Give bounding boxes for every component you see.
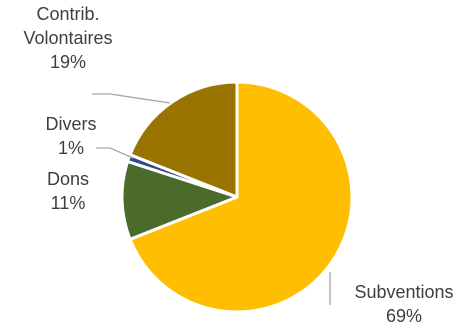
- pie-slice-dons: [120, 159, 239, 241]
- slice-name: Volontaires: [23, 28, 112, 48]
- leader-line: [92, 93, 171, 104]
- slice-name: Dons: [47, 169, 89, 189]
- slice-name: Subventions: [354, 282, 453, 302]
- leader-line: [96, 147, 134, 159]
- pie-slices: [120, 80, 354, 314]
- leader-lines: [92, 93, 331, 305]
- slice-label: Divers 1%: [45, 114, 96, 158]
- slice-name: Contrib.: [36, 4, 99, 24]
- pie-slice-contrib-volontaires: [128, 80, 239, 199]
- slice-labels: Subventions 69% Dons 11% Divers 1% Contrib. Vol…: [23, 4, 453, 326]
- slice-percent: 19%: [50, 52, 86, 72]
- pie-slice-subventions: [128, 80, 354, 314]
- slice-name: Divers: [45, 114, 96, 134]
- slice-label: Subventions 69%: [354, 282, 453, 326]
- slice-percent: 11%: [51, 193, 86, 213]
- slice-label: Dons 11%: [47, 169, 89, 213]
- slice-percent: 1%: [58, 138, 84, 158]
- slice-percent: 69%: [386, 306, 422, 326]
- slice-label: Contrib. Volontaires 19%: [23, 4, 112, 72]
